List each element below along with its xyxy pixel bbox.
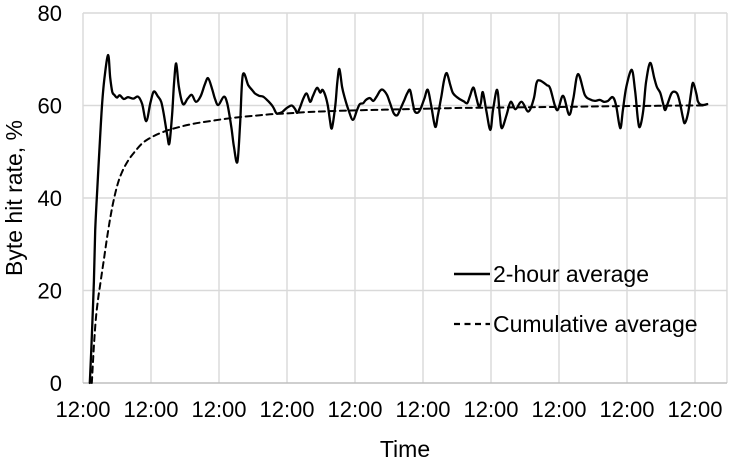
x-tick-label: 12:00 — [395, 397, 450, 422]
gridlines-layer — [82, 12, 728, 383]
y-tick-label: 40 — [38, 186, 62, 211]
legend: 2-hour average Cumulative average — [454, 261, 698, 337]
x-tick-label: 12:00 — [531, 397, 586, 422]
series-line-cumulative-average — [90, 104, 707, 384]
y-tick-label: 60 — [38, 94, 62, 119]
x-tick-label: 12:00 — [191, 397, 246, 422]
legend-label: Cumulative average — [493, 311, 698, 337]
x-tick-label: 12:00 — [667, 397, 722, 422]
y-tick-label: 20 — [38, 279, 62, 304]
x-tick-label: 12:00 — [599, 397, 654, 422]
legend-item-cumulative-average: Cumulative average — [454, 311, 698, 337]
x-axis-title: Time — [380, 436, 430, 462]
y-tick-label: 0 — [50, 371, 62, 396]
legend-label: 2-hour average — [493, 261, 649, 287]
series-line-2-hour-average — [88, 53, 709, 385]
y-axis-title: Byte hit rate, % — [1, 120, 27, 276]
x-tick-label: 12:00 — [327, 397, 382, 422]
x-tick-labels: 12:00 12:00 12:00 12:00 12:00 12:00 12:00 12:00… — [55, 397, 722, 422]
x-tick-label: 12:00 — [463, 397, 518, 422]
legend-item-2-hour-average: 2-hour average — [454, 261, 649, 287]
x-tick-label: 12:00 — [259, 397, 314, 422]
y-tick-labels: 0 20 40 60 80 — [38, 1, 62, 396]
x-tick-label: 12:00 — [123, 397, 178, 422]
x-tick-label: 12:00 — [55, 397, 110, 422]
y-tick-label: 80 — [38, 1, 62, 26]
series-layer — [88, 53, 709, 385]
